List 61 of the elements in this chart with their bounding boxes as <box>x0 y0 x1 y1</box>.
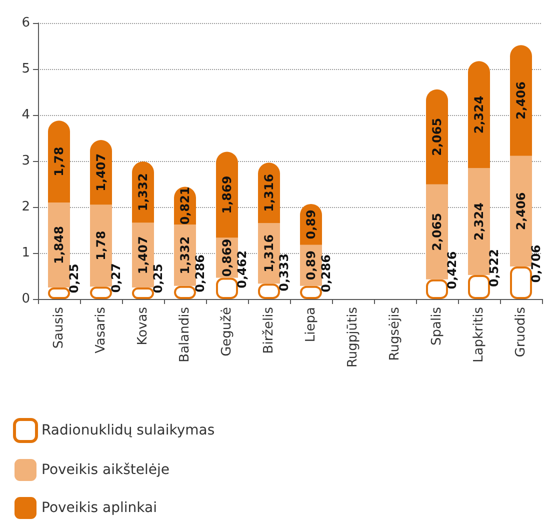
legend-label: Poveikis aplinkai <box>42 500 157 516</box>
data-label: 0,89 <box>304 250 318 280</box>
data-label: 0,706 <box>529 244 543 283</box>
data-label: 1,332 <box>136 173 150 212</box>
bar <box>426 89 448 184</box>
x-tick-label: Balandis <box>178 306 192 362</box>
x-tick-label: Lapkritis <box>472 306 486 362</box>
data-label: 0,286 <box>193 254 207 292</box>
y-tick-label: 2 <box>22 200 30 214</box>
bar <box>510 266 532 299</box>
x-tick-label: Kovas <box>136 306 150 346</box>
data-label: 0,25 <box>67 264 81 294</box>
y-tick-label: 6 <box>22 16 30 30</box>
bar <box>48 120 70 202</box>
data-label: 0,522 <box>487 249 501 287</box>
bar <box>510 45 532 156</box>
data-label: 2,324 <box>472 96 486 134</box>
data-label: 0,426 <box>445 251 459 290</box>
y-tick-label: 4 <box>22 108 30 122</box>
data-label: 1,848 <box>52 226 66 264</box>
data-label: 0,821 <box>178 186 192 225</box>
bar <box>468 168 490 275</box>
x-tick-label: Vasaris <box>94 306 108 354</box>
data-label: 2,406 <box>514 82 528 120</box>
bar <box>510 156 532 267</box>
bar <box>468 61 490 168</box>
legend-label: Radionuklidų sulaikymas <box>42 422 215 438</box>
x-tick-label: Gruodis <box>514 306 528 358</box>
y-tick-label: 0 <box>22 292 30 306</box>
bar <box>90 204 112 287</box>
y-tick-label: 3 <box>22 154 30 168</box>
data-label: 1,869 <box>220 176 234 214</box>
x-tick-label: Birželis <box>262 306 276 354</box>
data-label: 1,332 <box>178 236 192 274</box>
data-label: 1,78 <box>94 230 108 260</box>
x-tick-label: Liepa <box>304 307 318 342</box>
data-label: 0,286 <box>319 254 333 292</box>
data-label: 2,065 <box>430 212 444 251</box>
data-label: 0,27 <box>109 263 123 293</box>
legend-label: Poveikis aikštelėje <box>42 462 170 478</box>
data-label: 0,462 <box>235 250 249 288</box>
x-tick-label: Spalis <box>430 306 444 346</box>
bar <box>426 184 448 280</box>
x-tick-label: Rugsėjis <box>388 306 402 361</box>
data-label: 2,065 <box>430 118 444 156</box>
data-label: 0,333 <box>277 253 291 292</box>
data-label: 1,316 <box>262 234 276 272</box>
data-label: 2,406 <box>514 192 528 230</box>
data-label: 2,324 <box>472 202 486 241</box>
y-tick-label: 5 <box>22 62 30 76</box>
data-label: 0,869 <box>220 238 234 277</box>
x-tick-label: Gegužė <box>220 307 234 356</box>
x-tick-label: Rugpjūtis <box>346 306 360 368</box>
x-tick-label: Sausis <box>52 306 66 349</box>
y-tick-label: 1 <box>22 246 30 260</box>
data-label: 1,316 <box>262 174 276 212</box>
data-label: 1,407 <box>136 236 150 274</box>
data-label: 1,78 <box>52 146 66 176</box>
data-label: 0,25 <box>151 264 165 294</box>
data-label: 1,407 <box>94 153 108 192</box>
data-label: 0,89 <box>304 210 318 240</box>
